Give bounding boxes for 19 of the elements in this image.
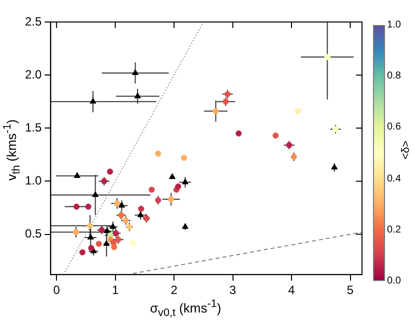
x-tick-label: 5: [346, 283, 354, 298]
color-bar-title: <δ>: [400, 140, 412, 160]
y-tick-label: 2.5: [24, 14, 42, 28]
color-bar-label: 0.0: [387, 276, 401, 286]
y-tick-label: 0.5: [24, 226, 42, 241]
color-bar-label: 0.6: [387, 122, 401, 133]
x-tick-label: 1: [112, 283, 119, 298]
color-bar-label: 0.2: [387, 224, 401, 236]
y-tick-label: 1.5: [24, 120, 42, 134]
color-bar-label: 0.8: [387, 70, 401, 82]
x-tick-label: 2: [170, 283, 178, 298]
color-bar-label: 0.4: [387, 173, 401, 184]
x-tick-label: 4: [288, 283, 296, 298]
x-axis-title: σ$_{v0,t}$ (kms$^{-1}$): [150, 298, 222, 319]
x-tick-label: 0: [53, 283, 60, 298]
x-tick-label: 3: [229, 283, 236, 298]
color-bar-label: 1.0: [387, 20, 401, 30]
y-tick-label: 1.0: [24, 174, 42, 188]
y-tick-label: 2.0: [24, 67, 42, 82]
